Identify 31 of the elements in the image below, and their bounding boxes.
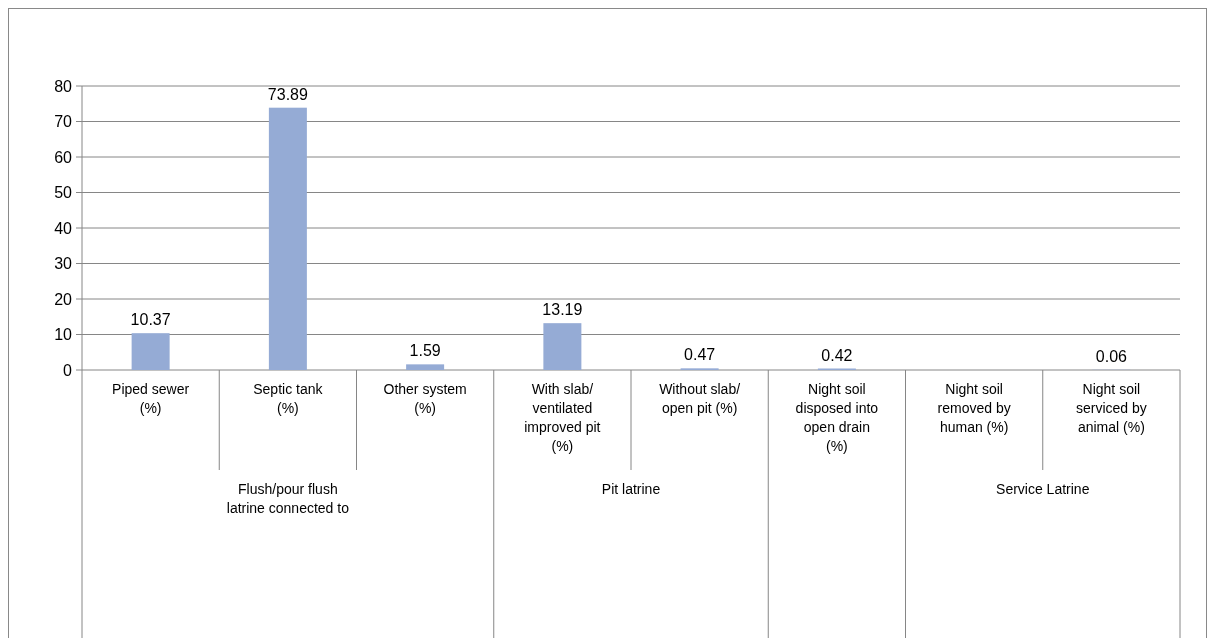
data-label: 73.89: [267, 85, 308, 103]
x-tick-label: With slab/ ventilated improved pit (%): [524, 381, 601, 454]
y-tick-label: 80: [54, 77, 73, 95]
data-label: 0.42: [821, 346, 853, 364]
x-tick-label: Night soil disposed into open drain (%): [795, 381, 879, 454]
y-tick-label: 60: [54, 148, 73, 166]
x-tick-label: Without slab/ open pit (%): [659, 381, 741, 416]
x-tick-label: Septic tank (%): [253, 381, 324, 416]
data-label: 1.59: [409, 342, 441, 360]
y-tick-label: 50: [54, 184, 73, 202]
x-tick-label: Other system (%): [383, 381, 467, 416]
bar: [406, 364, 445, 370]
data-label: 13.19: [542, 301, 583, 319]
y-tick-label: 10: [54, 326, 73, 344]
text: Service Latrine: [996, 481, 1090, 497]
y-tick-label: 30: [54, 255, 73, 273]
y-tick-label: 0: [63, 361, 73, 379]
text: Flush/pour flush latrine connected to: [226, 481, 350, 516]
x-tick-label: Night soil serviced by animal (%): [1075, 381, 1147, 435]
x-tick-label: Night soil removed by human (%): [937, 381, 1011, 435]
data-label: 0.47: [684, 346, 716, 364]
bar: [268, 107, 307, 370]
data-label: 10.37: [130, 311, 171, 329]
y-tick-label: 40: [54, 219, 73, 237]
bar: [131, 333, 170, 370]
x-tick-label: Piped sewer (%): [112, 381, 190, 416]
data-label: 0.06: [1095, 347, 1128, 365]
y-tick-label: 20: [54, 290, 73, 308]
y-tick-label: 70: [54, 113, 73, 131]
text: Pit latrine: [601, 481, 661, 497]
bar: [543, 323, 582, 370]
